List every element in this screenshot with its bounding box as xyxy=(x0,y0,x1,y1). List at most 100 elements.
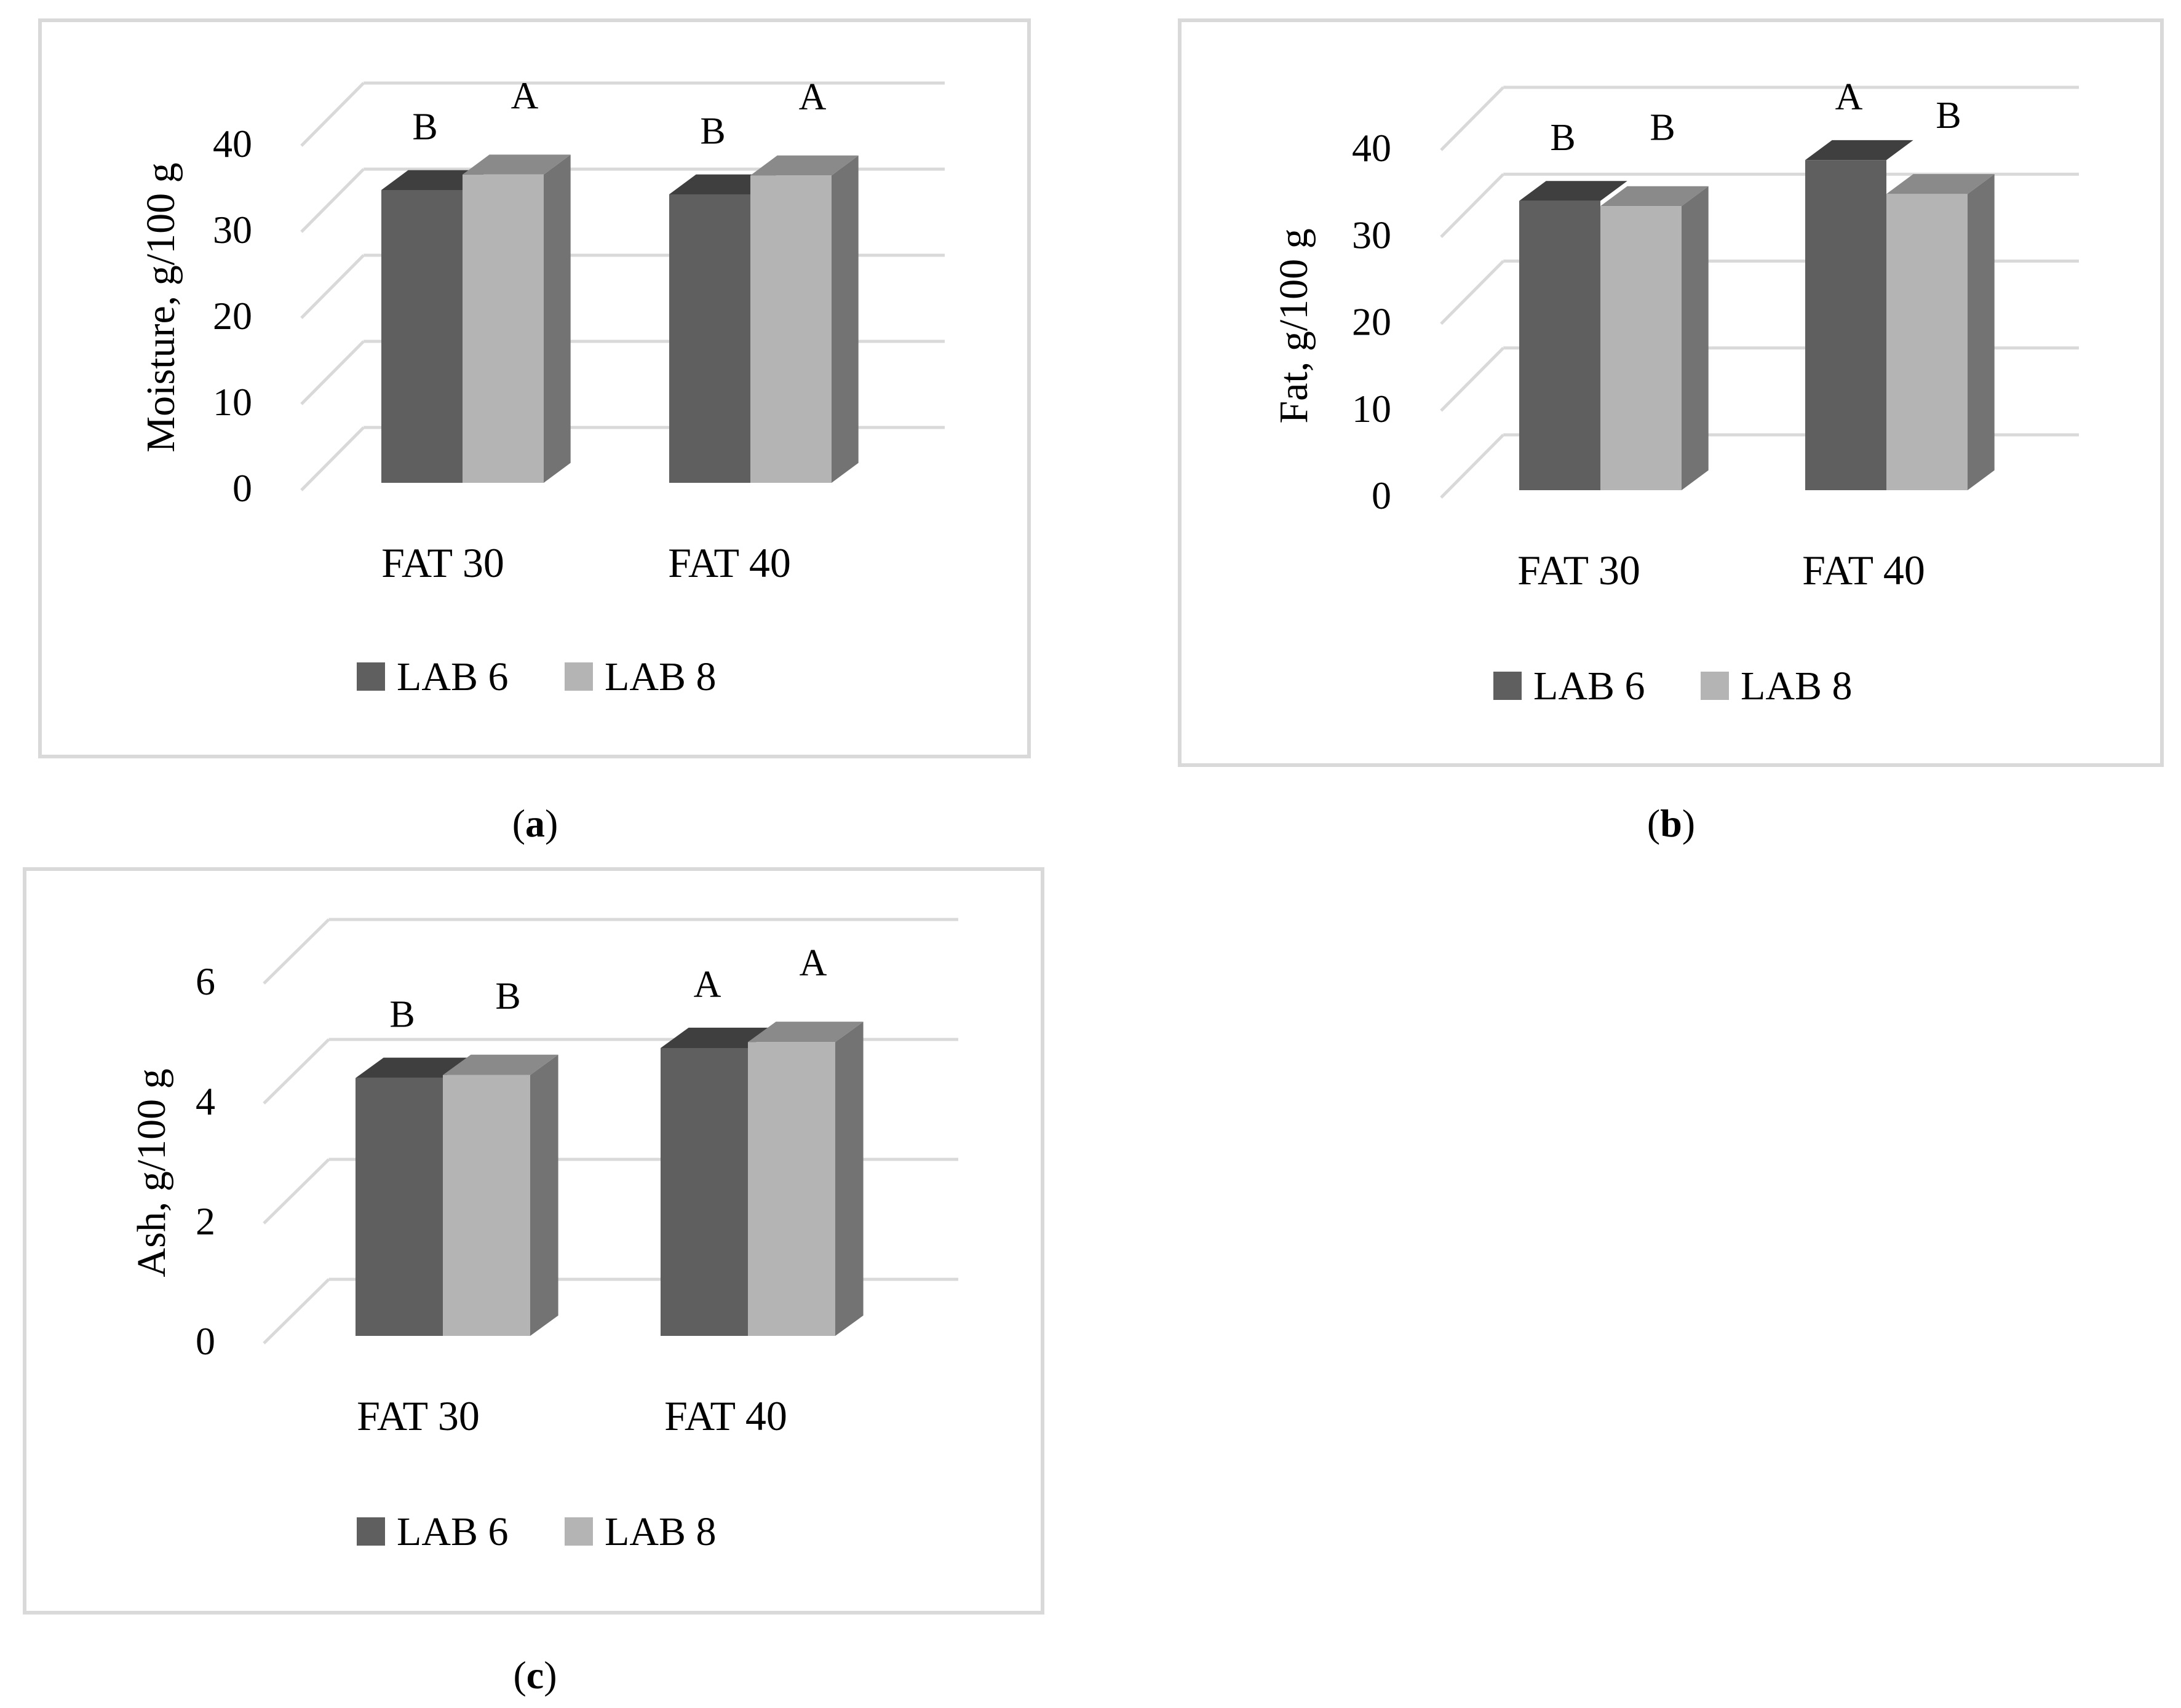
legend-swatch-lab6 xyxy=(357,1517,385,1546)
y-tick-label: 30 xyxy=(1352,213,1391,256)
legend-swatch-lab8 xyxy=(1701,672,1729,700)
bar-top xyxy=(381,170,490,190)
panel-b-ylabel: Fat, g/100 g xyxy=(1271,228,1316,423)
significance-letter: A xyxy=(800,942,827,984)
bar-lab6 xyxy=(669,194,750,483)
gridline-diagonal xyxy=(300,426,365,491)
panel-c-plot: 0 2 4 6 B B A A xyxy=(196,918,958,1363)
bar-side xyxy=(1682,186,1709,490)
panel-b-caption-letter: b xyxy=(1660,801,1682,845)
bar-top xyxy=(1805,140,1913,161)
legend-label-lab8: LAB 8 xyxy=(605,1509,717,1554)
legend-label-lab6: LAB 6 xyxy=(1533,664,1645,709)
gridline-diagonal xyxy=(1440,173,1504,239)
legend-swatch-lab8 xyxy=(565,1517,593,1546)
gridline-diagonal xyxy=(300,340,365,405)
gridline-diagonal xyxy=(263,1158,330,1225)
panel-a-plot: 0 10 20 30 40 B A B A xyxy=(213,75,945,510)
significance-letter: A xyxy=(1835,76,1863,118)
panel-a: 0 10 20 30 40 B A B A Moisture, g/100 g FAT 30 F… xyxy=(38,18,1031,845)
y-tick-label: 0 xyxy=(196,1319,215,1363)
y-tick-label: 10 xyxy=(1352,387,1391,431)
y-tick-label: 20 xyxy=(213,294,252,338)
bar-lab6 xyxy=(661,1048,748,1336)
y-tick-label: 6 xyxy=(196,959,215,1003)
panel-a-legend: LAB 6 LAB 8 xyxy=(357,654,717,699)
panel-c-category-label: FAT 30 xyxy=(357,1392,480,1439)
gridline-diagonal xyxy=(300,168,365,233)
bar-lab8 xyxy=(1600,206,1682,490)
significance-letter: A xyxy=(511,75,539,117)
panel-b-category-label: FAT 30 xyxy=(1517,547,1640,594)
bar-lab8 xyxy=(443,1074,530,1336)
gridline-diagonal xyxy=(300,82,365,147)
bar-top xyxy=(463,154,571,175)
bar-side xyxy=(544,154,571,483)
panel-a-category-label: FAT 40 xyxy=(668,539,791,586)
bar-lab6 xyxy=(1519,201,1600,490)
significance-letter: B xyxy=(1650,107,1675,149)
panel-c-category-label: FAT 40 xyxy=(664,1392,787,1439)
panel-b-plot: 0 10 20 30 40 B B A B xyxy=(1352,76,2079,517)
panel-c: 0 2 4 6 B B A A Ash, g/100 g FAT 30 FAT 40 LAB … xyxy=(23,867,1044,1697)
gridline-diagonal xyxy=(300,254,365,319)
bar-lab8 xyxy=(748,1042,835,1336)
bar-top xyxy=(1886,173,1995,194)
significance-letter: A xyxy=(694,964,721,1006)
significance-letter: B xyxy=(495,975,520,1017)
bar-top xyxy=(443,1054,558,1075)
panel-c-legend: LAB 6 LAB 8 xyxy=(357,1509,717,1554)
gridline-diagonal xyxy=(263,1278,330,1345)
gridline-diagonal xyxy=(263,918,330,985)
gridline-diagonal xyxy=(1440,346,1504,412)
y-tick-label: 10 xyxy=(213,380,252,424)
bar-lab6 xyxy=(381,190,463,483)
panel-a-caption: (a) xyxy=(512,801,558,845)
legend-swatch-lab6 xyxy=(1493,672,1522,700)
y-tick-label: 40 xyxy=(213,122,252,165)
legend-label-lab8: LAB 8 xyxy=(1741,664,1853,709)
gridline-diagonal xyxy=(1440,434,1504,499)
legend-label-lab6: LAB 6 xyxy=(397,1509,509,1554)
bar-top xyxy=(1600,186,1709,207)
bar-top xyxy=(750,155,859,176)
panel-b-caption: (b) xyxy=(1647,801,1695,845)
bar-lab8 xyxy=(463,174,544,483)
gridline-diagonal xyxy=(263,1038,330,1105)
gridline-diagonal xyxy=(1440,260,1504,325)
legend-label-lab8: LAB 8 xyxy=(605,654,717,699)
panel-a-ylabel: Moisture, g/100 g xyxy=(138,162,183,452)
bar-top xyxy=(661,1027,776,1048)
panel-c-ylabel: Ash, g/100 g xyxy=(129,1068,174,1277)
y-tick-label: 2 xyxy=(196,1199,215,1243)
bar-lab6 xyxy=(356,1078,443,1336)
significance-letter: B xyxy=(700,111,725,153)
bar-side xyxy=(530,1054,558,1336)
significance-letter: B xyxy=(412,106,437,148)
legend-label-lab6: LAB 6 xyxy=(397,654,509,699)
significance-letter: B xyxy=(1550,117,1575,159)
panel-a-category-label: FAT 30 xyxy=(381,539,504,586)
y-tick-label: 0 xyxy=(1372,474,1391,517)
bar-top xyxy=(356,1057,471,1078)
significance-letter: A xyxy=(799,76,827,118)
panel-a-caption-letter: a xyxy=(525,801,545,845)
bar-side xyxy=(832,155,859,483)
panel-b: 0 10 20 30 40 B B A B Fat, g/100 g FAT 30 FAT 40… xyxy=(1178,18,2164,845)
y-tick-label: 20 xyxy=(1352,300,1391,344)
bar-top xyxy=(1519,181,1627,201)
legend-swatch-lab8 xyxy=(565,662,593,691)
bar-top xyxy=(748,1022,864,1043)
panel-c-caption-letter: c xyxy=(526,1653,544,1697)
y-tick-label: 30 xyxy=(213,208,252,252)
bar-side xyxy=(835,1022,864,1336)
y-tick-label: 0 xyxy=(232,466,252,510)
significance-letter: B xyxy=(1936,95,1961,137)
legend-swatch-lab6 xyxy=(357,662,385,691)
gridline-diagonal xyxy=(1440,86,1504,151)
bar-lab8 xyxy=(750,175,832,483)
y-tick-label: 40 xyxy=(1352,126,1391,170)
panel-b-legend: LAB 6 LAB 8 xyxy=(1493,664,1853,709)
bar-side xyxy=(1968,173,1995,490)
